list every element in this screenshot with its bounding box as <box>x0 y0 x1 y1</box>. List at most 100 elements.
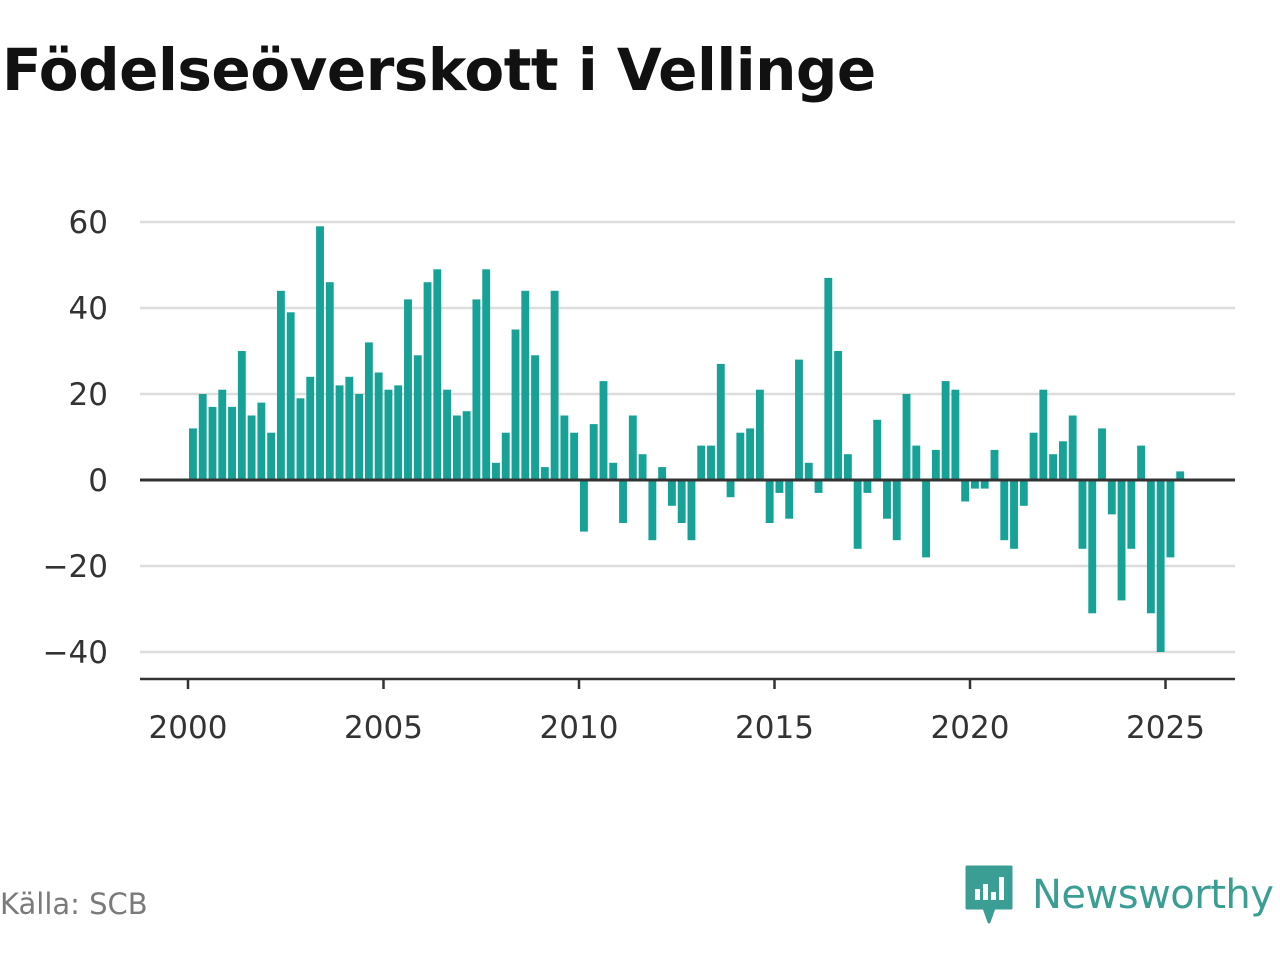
bar <box>755 389 764 480</box>
bar <box>276 290 285 480</box>
bar <box>834 351 843 480</box>
bar <box>775 480 784 493</box>
bar <box>550 290 559 480</box>
bar <box>404 299 412 480</box>
bar <box>316 226 324 480</box>
bar <box>570 432 579 480</box>
x-tick-label: 2020 <box>931 710 1010 746</box>
bar <box>218 389 227 480</box>
bar <box>1078 480 1087 549</box>
bar <box>902 394 911 480</box>
bar <box>462 411 471 480</box>
bar <box>189 428 197 480</box>
bar <box>843 454 852 480</box>
y-tick-label: −20 <box>43 549 108 585</box>
bar <box>736 432 745 480</box>
bar <box>726 480 735 498</box>
bar <box>1166 480 1175 558</box>
bar <box>335 385 344 480</box>
newsworthy-logo-icon <box>965 865 1013 924</box>
bar <box>482 269 491 480</box>
bar <box>658 467 667 480</box>
bar <box>394 385 403 480</box>
bar <box>931 449 940 480</box>
x-axis-labels: 2000 2005 2010 2015 2020 2025 <box>149 710 1205 746</box>
bar <box>1156 480 1165 652</box>
bar <box>296 398 305 480</box>
bar <box>628 415 637 480</box>
bar <box>345 376 354 480</box>
source-note: Källa: SCB <box>0 887 148 921</box>
bar <box>521 290 530 480</box>
bar <box>638 454 647 480</box>
bar <box>853 480 862 549</box>
y-tick-label: 60 <box>69 205 108 241</box>
bar <box>892 480 901 541</box>
y-tick-label: 0 <box>88 463 108 499</box>
bar <box>863 480 872 493</box>
bar <box>1107 480 1116 515</box>
brand-name: Newsworthy <box>1032 872 1274 918</box>
bar <box>667 480 676 506</box>
bar <box>413 355 422 480</box>
bar <box>531 355 539 480</box>
y-tick-label: 20 <box>69 377 108 413</box>
bar <box>961 480 970 502</box>
chart-title: Födelseöverskott i Vellinge <box>2 36 876 104</box>
bar <box>746 428 755 480</box>
bar <box>1010 480 1018 549</box>
x-tick-label: 2005 <box>344 710 423 746</box>
bar <box>648 480 657 541</box>
bar <box>247 415 256 480</box>
bar <box>452 415 461 480</box>
bar <box>980 480 989 489</box>
bar <box>619 480 627 523</box>
newsworthy-logo[interactable]: Newsworthy <box>964 864 1274 926</box>
bar <box>990 449 999 480</box>
bar <box>364 342 373 480</box>
bar <box>198 394 207 480</box>
bar <box>1068 415 1077 480</box>
bar <box>560 415 569 480</box>
bars <box>189 226 1185 652</box>
bar <box>971 480 979 489</box>
bar <box>1117 480 1126 601</box>
bar <box>306 376 315 480</box>
bar <box>922 480 930 558</box>
bar <box>228 406 236 480</box>
bar <box>1098 428 1106 480</box>
bar <box>1019 480 1028 506</box>
bar <box>589 424 598 480</box>
bar-chart: 60 40 20 0 −20 −40 2000 2005 2010 2015 2020 2025 <box>43 205 1235 746</box>
bar <box>795 359 803 480</box>
axes <box>140 478 1235 689</box>
x-tick-label: 2015 <box>735 710 814 746</box>
bar <box>433 269 442 480</box>
bar <box>599 381 608 480</box>
bar <box>1176 471 1185 480</box>
bar <box>501 432 510 480</box>
bar <box>1039 389 1048 480</box>
bar <box>237 351 246 480</box>
bar <box>472 299 481 480</box>
y-tick-label: 40 <box>69 291 108 327</box>
bar <box>492 462 500 480</box>
y-tick-label: −40 <box>43 635 108 671</box>
bar <box>257 402 266 480</box>
bar <box>765 480 774 523</box>
bar <box>208 406 217 480</box>
bar <box>511 329 520 480</box>
bar <box>697 445 706 480</box>
bar <box>707 445 715 480</box>
bar <box>941 381 950 480</box>
bar <box>883 480 891 519</box>
bar <box>540 467 549 480</box>
bar <box>1146 480 1155 614</box>
y-axis-labels: 60 40 20 0 −20 −40 <box>43 205 108 671</box>
bar <box>1127 480 1136 549</box>
bar <box>785 480 794 519</box>
bar <box>423 282 432 480</box>
bar <box>355 394 364 480</box>
bar <box>609 462 618 480</box>
x-tick-label: 2025 <box>1126 710 1205 746</box>
